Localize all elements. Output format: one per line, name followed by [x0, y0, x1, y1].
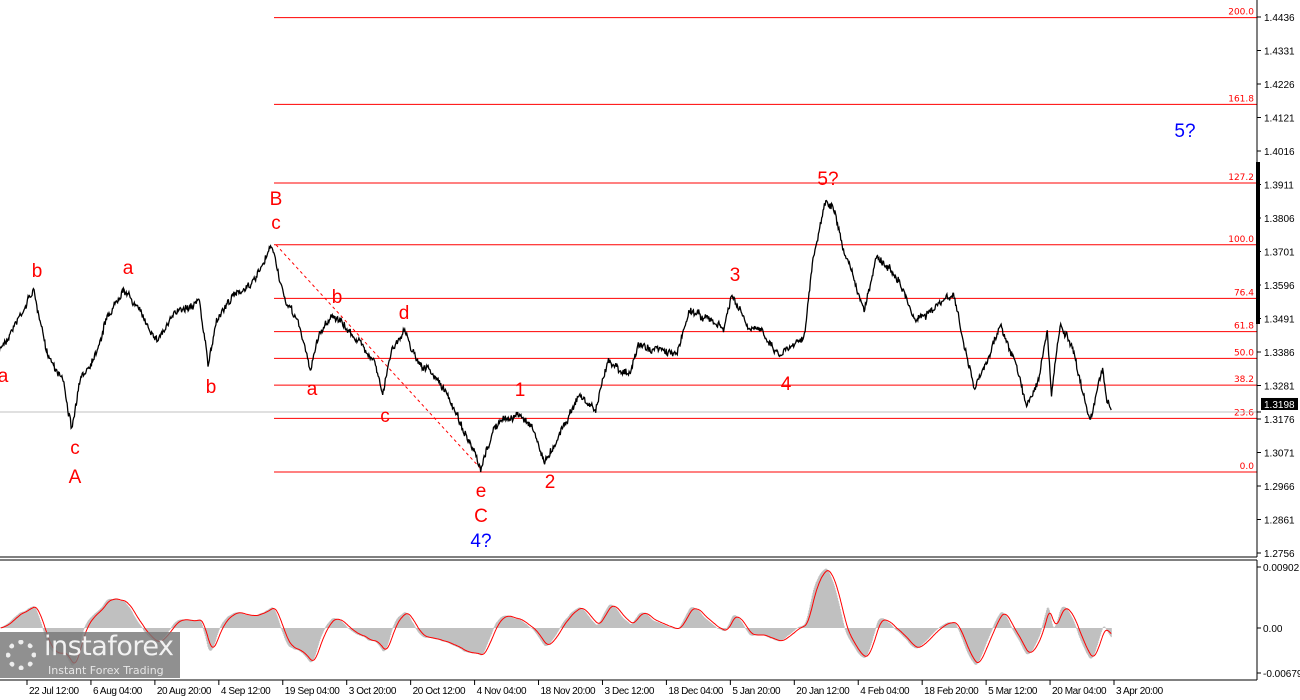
wave-label: 5?: [817, 169, 838, 190]
time-tick-label: 20 Oct 12:00: [413, 686, 466, 697]
wave-label: b: [332, 287, 343, 308]
main-panel-bg: [0, 0, 1257, 556]
price-tick-label: 1.2966: [1264, 482, 1295, 493]
price-tick-label: 1.3806: [1264, 214, 1295, 225]
wave-label: e: [476, 481, 487, 502]
price-tick-label: 1.2756: [1264, 549, 1295, 560]
time-tick-label: 5 Mar 12:00: [988, 686, 1038, 697]
time-tick-label: 18 Dec 04:00: [668, 686, 724, 697]
fib-level-label: 100.0: [1228, 235, 1254, 245]
time-tick-label: 3 Oct 20:00: [349, 686, 397, 697]
time-tick-label: 20 Mar 04:00: [1052, 686, 1107, 697]
osc-tick-label: 0.00: [1263, 624, 1283, 635]
price-tick-label: 1.4436: [1264, 13, 1295, 24]
wave-label: A: [69, 467, 82, 488]
price-tick-label: 1.4331: [1264, 47, 1295, 58]
wave-label: c: [271, 213, 281, 234]
price-tick-label: 1.3701: [1264, 248, 1295, 259]
price-series: [0, 199, 1112, 473]
wave-label: a: [307, 379, 318, 400]
time-tick-label: 6 Aug 04:00: [93, 686, 143, 697]
fib-level-label: 61.8: [1234, 322, 1254, 332]
time-tick-label: 20 Aug 20:00: [157, 686, 212, 697]
fib-trendline: [275, 244, 483, 471]
fib-level-label: 200.0: [1228, 8, 1254, 18]
wave-label: b: [206, 377, 217, 398]
fib-level-label: 0.0: [1240, 462, 1255, 472]
time-tick-label: 3 Dec 12:00: [604, 686, 654, 697]
fib-level-label: 23.6: [1234, 408, 1254, 418]
time-tick-label: 4 Nov 04:00: [477, 686, 527, 697]
current-price-label: 1.3198: [1264, 400, 1295, 411]
price-tick-label: 1.3071: [1264, 449, 1295, 460]
wave-label: 2: [545, 472, 556, 493]
osc-tick-label: 0.00902: [1263, 563, 1300, 574]
time-tick-label: 22 Jul 12:00: [29, 686, 80, 697]
price-tick-label: 1.3176: [1264, 415, 1295, 426]
time-tick-label: 18 Feb 20:00: [924, 686, 979, 697]
current-price-box: [1261, 397, 1298, 410]
wave-label: 4: [781, 374, 792, 395]
price-tick-label: 1.4016: [1264, 147, 1295, 158]
time-tick-label: 4 Sep 12:00: [221, 686, 271, 697]
time-tick-label: 3 Apr 20:00: [1116, 686, 1164, 697]
fib-level-label: 161.8: [1228, 94, 1254, 104]
oscillator-panel: [0, 568, 1112, 666]
fib-level-label: 38.2: [1234, 375, 1254, 385]
price-tick-label: 1.3596: [1264, 281, 1295, 292]
time-tick-label: 5 Jan 20:00: [732, 686, 781, 697]
fib-level-label: 76.4: [1234, 288, 1254, 298]
price-tick-label: 1.3386: [1264, 348, 1295, 359]
wave-label: B: [270, 189, 283, 210]
fib-level-label: 50.0: [1234, 348, 1254, 358]
watermark-tagline: Instant Forex Trading: [48, 664, 164, 677]
time-tick-label: 4 Feb 04:00: [860, 686, 910, 697]
wave-label: b: [32, 261, 43, 282]
wave-label: a: [0, 366, 9, 387]
main-price-panel: 0.0 23.6 38.2 50.0 61.8 76.4 100.0 127.2 161.8 20…: [0, 0, 1257, 556]
wave-label: 5?: [1174, 121, 1195, 142]
wave-label: 3: [730, 265, 741, 286]
wave-label: a: [123, 258, 134, 279]
time-tick-label: 19 Sep 04:00: [285, 686, 341, 697]
gear-logo-icon: [6, 640, 36, 670]
wave-label: C: [474, 506, 488, 527]
wave-label: c: [380, 406, 390, 427]
fib-level-label: 127.2: [1228, 173, 1254, 183]
osc-tick-label: -0.00679: [1263, 669, 1300, 680]
watermark-brand: instaforex: [44, 631, 174, 662]
price-tick-label: 1.4121: [1264, 114, 1295, 125]
wave-label: 1: [515, 380, 526, 401]
wave-label: d: [399, 303, 410, 324]
time-tick-label: 18 Nov 20:00: [541, 686, 597, 697]
wave-label: 4?: [470, 531, 491, 552]
price-axis-range-bar: [1256, 162, 1260, 324]
price-tick-label: 1.3491: [1264, 315, 1295, 326]
time-tick-label: 20 Jan 12:00: [796, 686, 850, 697]
price-tick-label: 1.3911: [1264, 181, 1294, 192]
price-tick-label: 1.3281: [1264, 382, 1295, 393]
wave-label: c: [70, 438, 80, 459]
price-tick-label: 1.2861: [1264, 516, 1295, 527]
price-tick-label: 1.4226: [1264, 80, 1295, 91]
instaforex-watermark: instaforex Instant Forex Trading: [0, 632, 180, 678]
oscillator-signal-line: [0, 570, 1112, 664]
